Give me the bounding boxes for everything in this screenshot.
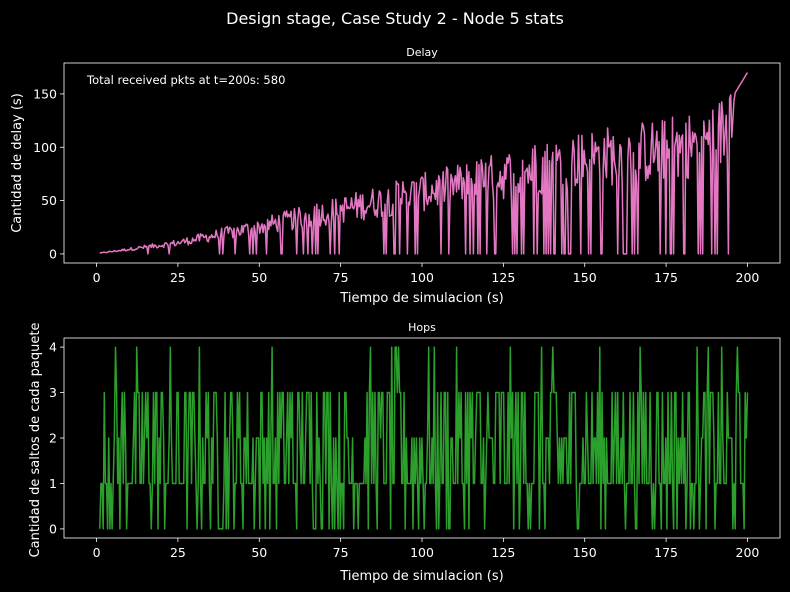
hops-y-tick-label: 3 (49, 385, 57, 400)
delay-x-tick-label: 0 (93, 270, 101, 285)
delay-x-tick-label: 175 (654, 270, 678, 285)
delay-y-tick-label: 0 (49, 246, 57, 261)
delay-axes: Delay 0 25 50 75 100 125 150 175 200 0 50 100 150 T… (10, 46, 781, 306)
hops-x-tick-label: 100 (410, 545, 434, 560)
delay-x-tick-label: 50 (251, 270, 267, 285)
hops-x-tick-label: 25 (170, 545, 186, 560)
hops-y-ticks: 0 1 2 3 4 (49, 340, 64, 536)
hops-y-tick-label: 0 (49, 521, 57, 536)
hops-y-tick-label: 1 (49, 476, 57, 491)
hops-x-tick-label: 200 (736, 545, 760, 560)
figure-suptitle: Design stage, Case Study 2 - Node 5 stat… (226, 9, 564, 28)
delay-x-label: Tiempo de simulacion (s) (339, 291, 503, 306)
hops-x-tick-label: 175 (654, 545, 678, 560)
delay-series (99, 72, 749, 255)
delay-x-tick-label: 200 (736, 270, 760, 285)
delay-x-tick-label: 25 (170, 270, 186, 285)
hops-y-tick-label: 2 (49, 431, 57, 446)
delay-y-label: Cantidad de delay (s) (10, 93, 25, 233)
hops-x-tick-label: 75 (333, 545, 349, 560)
hops-y-label: Cantidad de saltos de cada paquete (28, 323, 43, 558)
hops-axes-title: Hops (408, 321, 436, 334)
delay-y-tick-label: 100 (33, 140, 57, 155)
delay-x-tick-label: 150 (573, 270, 597, 285)
delay-y-ticks: 0 50 100 150 (33, 86, 64, 261)
delay-annotation: Total received pkts at t=200s: 580 (86, 73, 285, 87)
hops-x-ticks: 0 25 50 75 100 125 150 175 200 (93, 538, 760, 560)
delay-x-tick-label: 75 (333, 270, 349, 285)
delay-x-ticks: 0 25 50 75 100 125 150 175 200 (93, 263, 760, 285)
hops-series-line (99, 346, 749, 530)
delay-y-tick-label: 50 (41, 193, 57, 208)
hops-x-tick-label: 50 (251, 545, 267, 560)
hops-y-tick-label: 4 (49, 340, 57, 355)
delay-x-tick-label: 100 (410, 270, 434, 285)
hops-x-tick-label: 125 (491, 545, 515, 560)
delay-axes-title: Delay (406, 46, 438, 59)
hops-x-tick-label: 0 (93, 545, 101, 560)
hops-x-label: Tiempo de simulacion (s) (339, 569, 503, 584)
delay-x-tick-label: 125 (491, 270, 515, 285)
hops-x-tick-label: 150 (573, 545, 597, 560)
hops-series (99, 346, 749, 530)
delay-y-tick-label: 150 (33, 86, 57, 101)
hops-axes: Hops 0 25 50 75 100 125 150 175 200 0 1 2 3 4 Tiempo… (28, 321, 781, 584)
delay-series-line (99, 72, 749, 255)
